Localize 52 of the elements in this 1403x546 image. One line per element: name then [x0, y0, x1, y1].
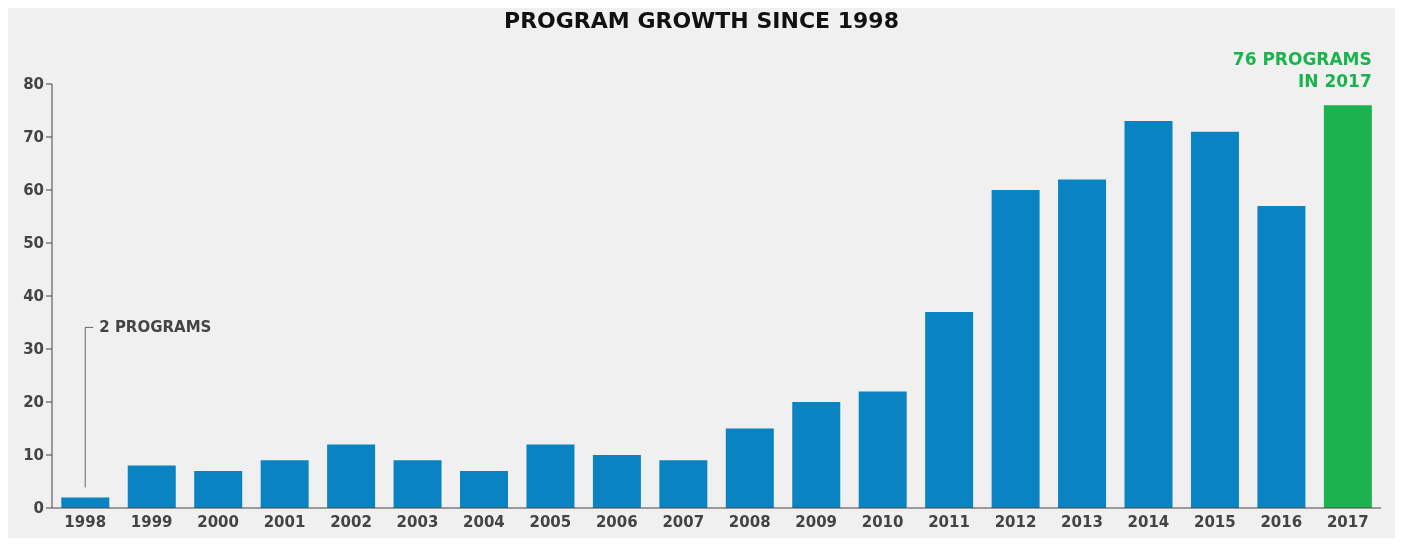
- x-tick-label: 2002: [330, 512, 372, 531]
- x-tick-label: 2016: [1260, 512, 1303, 531]
- x-tick-label: 2011: [928, 512, 970, 531]
- bar: [1190, 131, 1239, 508]
- y-tick-label: 70: [23, 128, 44, 147]
- bar: [991, 190, 1040, 508]
- x-tick-label: 2003: [396, 512, 439, 531]
- y-tick-label: 20: [23, 393, 44, 412]
- x-tick-label: 2012: [994, 512, 1037, 531]
- bar: [460, 470, 508, 508]
- bar: [925, 311, 974, 508]
- x-tick-label: 2000: [197, 512, 239, 531]
- bar: [725, 428, 774, 508]
- bar: [327, 444, 376, 508]
- bar: [393, 460, 442, 508]
- y-tick-label: 0: [33, 499, 44, 518]
- y-tick-label: 10: [23, 446, 44, 465]
- bar: [1257, 205, 1306, 508]
- bar: [1124, 121, 1173, 508]
- x-tick-label: 2013: [1061, 512, 1103, 531]
- x-tick-label: 2001: [263, 512, 306, 531]
- y-tick-label: 60: [23, 181, 44, 200]
- bar: [260, 460, 309, 508]
- bar: [659, 460, 708, 508]
- x-tick-label: 2014: [1127, 512, 1170, 531]
- y-tick-label: 40: [23, 287, 44, 306]
- bar: [792, 402, 841, 508]
- chart-title: PROGRAM GROWTH SINCE 1998: [503, 8, 900, 34]
- y-tick-label: 30: [23, 340, 44, 359]
- x-tick-label: 2010: [861, 512, 904, 531]
- annotation: 76 PROGRAMS IN 2017: [1232, 49, 1372, 92]
- x-tick-label: 2009: [795, 512, 838, 531]
- x-tick-label: 2004: [463, 512, 505, 531]
- x-tick-label: 1999: [130, 512, 173, 531]
- x-tick-label: 1998: [64, 512, 107, 531]
- y-tick-label: 80: [23, 75, 44, 94]
- bar: [1323, 105, 1372, 508]
- bar: [858, 391, 907, 508]
- annotation: 2 PROGRAMS: [99, 318, 212, 337]
- bar: [1058, 179, 1107, 508]
- x-tick-label: 2005: [529, 512, 572, 531]
- x-tick-label: 2015: [1194, 512, 1236, 531]
- x-tick-label: 2006: [595, 512, 638, 531]
- bar: [592, 455, 641, 508]
- bar: [526, 444, 575, 508]
- bar: [127, 465, 176, 508]
- bar: [194, 470, 243, 508]
- bar: [61, 497, 110, 508]
- y-tick-label: 50: [23, 234, 44, 253]
- x-tick-label: 2017: [1326, 512, 1369, 531]
- x-tick-label: 2008: [728, 512, 771, 531]
- x-tick-label: 2007: [662, 512, 705, 531]
